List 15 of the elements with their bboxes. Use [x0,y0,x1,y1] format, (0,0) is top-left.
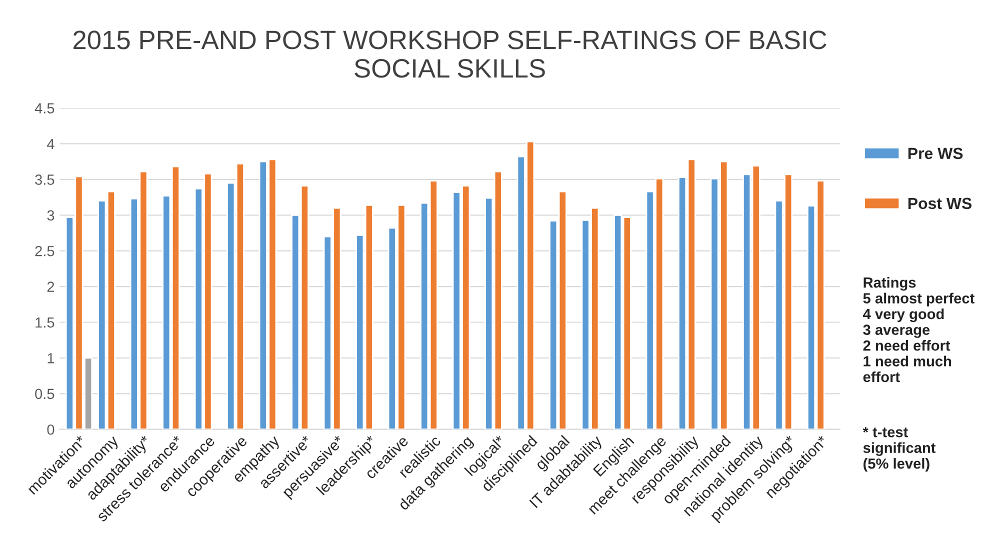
y-tick-label: 4.5 [34,103,54,114]
y-tick-label: 0 [47,424,54,435]
y-tick-label: 1.5 [36,317,54,328]
y-tick-label: 2.5 [35,246,54,256]
text: Ratings 5 almost perfect 4 very good 3 average 2 need effort 1 need much effort [863,277,974,382]
legend-label: Post WS [908,198,972,210]
y-tick-label: 1 [48,353,54,364]
y-tick-label: 2 [47,282,54,292]
text: * t-test significant (5% level) [862,427,936,472]
legend-label: Pre WS [908,148,963,160]
y-tick-label: 3.5 [35,174,54,185]
y-tick-label: 0.5 [35,388,54,400]
y-tick-label: 4 [47,138,54,150]
chart-title: 2015 PRE-AND POST WORKSHOP SELF-RATINGS OF BASIC SOCIAL SKILLS [74,30,826,78]
y-tick-label: 3 [47,210,54,221]
